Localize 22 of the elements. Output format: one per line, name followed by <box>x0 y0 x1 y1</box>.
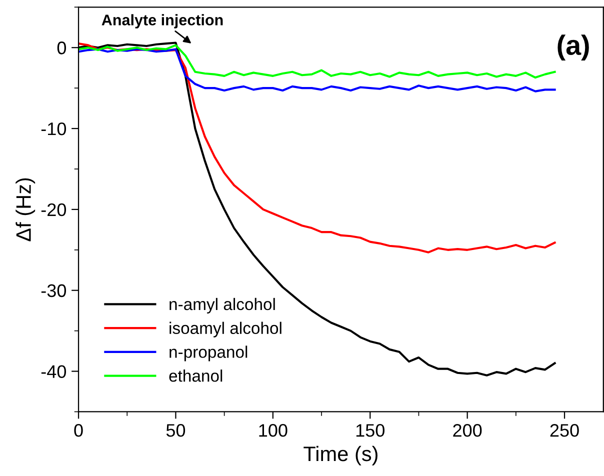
x-tick-label: 100 <box>259 424 288 437</box>
y-tick-label: -40 <box>41 365 66 378</box>
y-axis-title: Δf (Hz) <box>16 178 36 242</box>
legend-label: n-propanol <box>170 346 248 362</box>
x-tick-label: 250 <box>550 424 579 437</box>
legend-label: n-amyl alcohol <box>170 298 275 314</box>
x-tick-label: 0 <box>74 424 83 437</box>
x-tick-label: 50 <box>166 424 186 437</box>
y-tick-label: -30 <box>41 284 66 298</box>
line-series <box>78 42 556 254</box>
y-tick-label: 0 <box>57 42 66 54</box>
x-axis-title: Time (s) <box>304 446 378 466</box>
x-tick-label: 150 <box>356 424 384 437</box>
legend-label: isoamyl alcohol <box>170 322 282 338</box>
y-tick-label: -10 <box>41 122 66 136</box>
line-series <box>78 44 556 79</box>
y-tick-label: -20 <box>41 203 66 216</box>
x-tick-label: 200 <box>453 424 482 437</box>
annotation: (a) <box>558 34 589 61</box>
line-series <box>78 48 556 92</box>
legend-label: ethanol <box>169 370 222 382</box>
annotation: Analyte injection <box>102 14 223 28</box>
